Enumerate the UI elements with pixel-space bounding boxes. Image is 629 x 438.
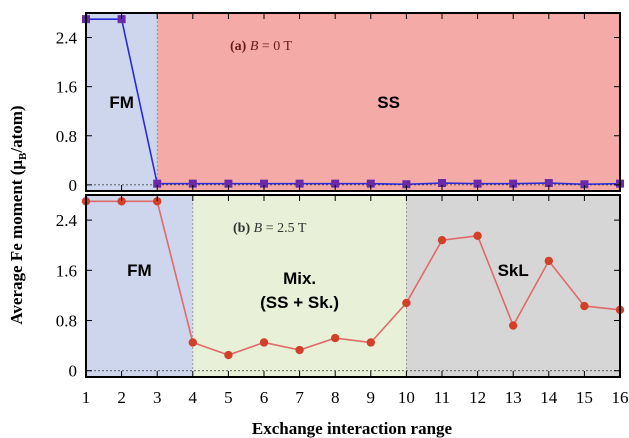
x-tick-label: 15 xyxy=(576,388,593,407)
y-tick-label: 2.4 xyxy=(56,29,78,48)
panel-frame xyxy=(85,194,621,378)
data-point xyxy=(224,179,233,188)
region-label-secondary: (SS + Sk.) xyxy=(260,293,339,312)
x-axis: 1 2 3 4 5 6 7 8 9 10 11 12 13 14 15 16 xyxy=(82,388,629,407)
x-tick-label: 16 xyxy=(612,388,629,407)
panel-annotation: (a) B = 0 T xyxy=(230,39,293,54)
data-point xyxy=(117,197,126,206)
x-tick-label: 5 xyxy=(224,388,233,407)
y-axis-label: Average Fe moment (μB/atom) xyxy=(7,105,29,324)
region-top-1 xyxy=(157,13,620,191)
data-point xyxy=(580,180,589,189)
series-line xyxy=(86,18,621,186)
panels: FM SS (a) B = 0 T 0 0.8 1.6 2.4 FM Mix. (SS + Sk.… xyxy=(56,12,625,381)
annotation-rest: = 0 T xyxy=(258,39,292,54)
annotation-prefix: (a) xyxy=(230,39,250,54)
data-point xyxy=(402,180,411,189)
data-point xyxy=(331,333,340,343)
data-point xyxy=(438,179,446,188)
data-point xyxy=(153,197,162,206)
data-point xyxy=(224,350,233,360)
panel-annotation: (b) B = 2.5 T xyxy=(233,221,307,236)
series-line xyxy=(86,200,621,356)
y-tick-label: 2.4 xyxy=(56,211,78,230)
data-point xyxy=(544,179,553,188)
x-tick-label: 11 xyxy=(434,388,450,407)
data-point xyxy=(473,179,482,188)
y-axis-label-sub: B xyxy=(17,152,29,160)
data-point xyxy=(295,179,304,188)
region-label: Mix. xyxy=(283,269,316,288)
data-point xyxy=(366,179,375,188)
x-tick-label: 14 xyxy=(540,388,558,407)
x-tick-label: 12 xyxy=(469,388,486,407)
x-tick-label: 6 xyxy=(260,388,269,407)
region-top-0 xyxy=(86,13,158,191)
panel-frame xyxy=(85,12,621,192)
x-tick-label: 9 xyxy=(367,388,376,407)
data-point xyxy=(188,179,197,188)
y-tick-label: 0.8 xyxy=(56,127,77,146)
panel-bottom: FM Mix. (SS + Sk.) SkL (b) B = 2.5 T 0 0.8 1.6 2… xyxy=(56,194,625,381)
data-point xyxy=(544,256,553,266)
data-point xyxy=(437,235,447,245)
y-tick-label: 0 xyxy=(69,176,78,195)
x-tick-label: 3 xyxy=(153,388,162,407)
data-point xyxy=(331,179,340,188)
y-axis-label-end: /atom) xyxy=(7,105,26,153)
x-tick-label: 2 xyxy=(117,388,126,407)
data-point xyxy=(260,179,268,188)
data-point xyxy=(153,179,162,188)
x-tick-label: 4 xyxy=(189,388,198,407)
x-tick-label: 1 xyxy=(82,388,91,407)
y-tick-label: 0.8 xyxy=(56,312,77,331)
data-point xyxy=(117,15,126,24)
region-bottom-2 xyxy=(406,195,620,377)
y-axis-label-main: Average Fe moment ( xyxy=(7,169,26,324)
x-tick-label: 13 xyxy=(505,388,522,407)
data-point xyxy=(473,231,482,240)
y-tick-label: 1.6 xyxy=(56,261,77,280)
data-point xyxy=(366,338,375,347)
region-label: SkL xyxy=(498,261,529,280)
region-label: SS xyxy=(377,93,400,112)
data-point xyxy=(509,321,518,330)
y-tick-label: 1.6 xyxy=(56,78,77,97)
x-tick-label: 7 xyxy=(295,388,304,407)
data-point xyxy=(580,301,589,311)
data-point xyxy=(188,338,197,347)
x-axis-label: Exchange interaction range xyxy=(252,419,453,438)
data-point xyxy=(259,338,269,347)
annotation-prefix: (b) xyxy=(233,221,254,236)
data-point xyxy=(295,345,304,355)
data-point xyxy=(402,298,411,308)
region-label: FM xyxy=(127,261,152,280)
x-tick-label: 8 xyxy=(331,388,340,407)
region-label: FM xyxy=(109,93,134,112)
annotation-rest: = 2.5 T xyxy=(262,221,307,236)
annotation-var: B xyxy=(250,39,259,54)
y-axis-label-mu: μ xyxy=(7,160,26,170)
region-bottom-0 xyxy=(86,195,193,377)
panel-top: FM SS (a) B = 0 T 0 0.8 1.6 2.4 xyxy=(56,12,624,195)
y-tick-label: 0 xyxy=(69,362,78,381)
x-tick-label: 10 xyxy=(398,388,415,407)
annotation-var: B xyxy=(254,221,263,236)
data-point xyxy=(509,179,518,188)
